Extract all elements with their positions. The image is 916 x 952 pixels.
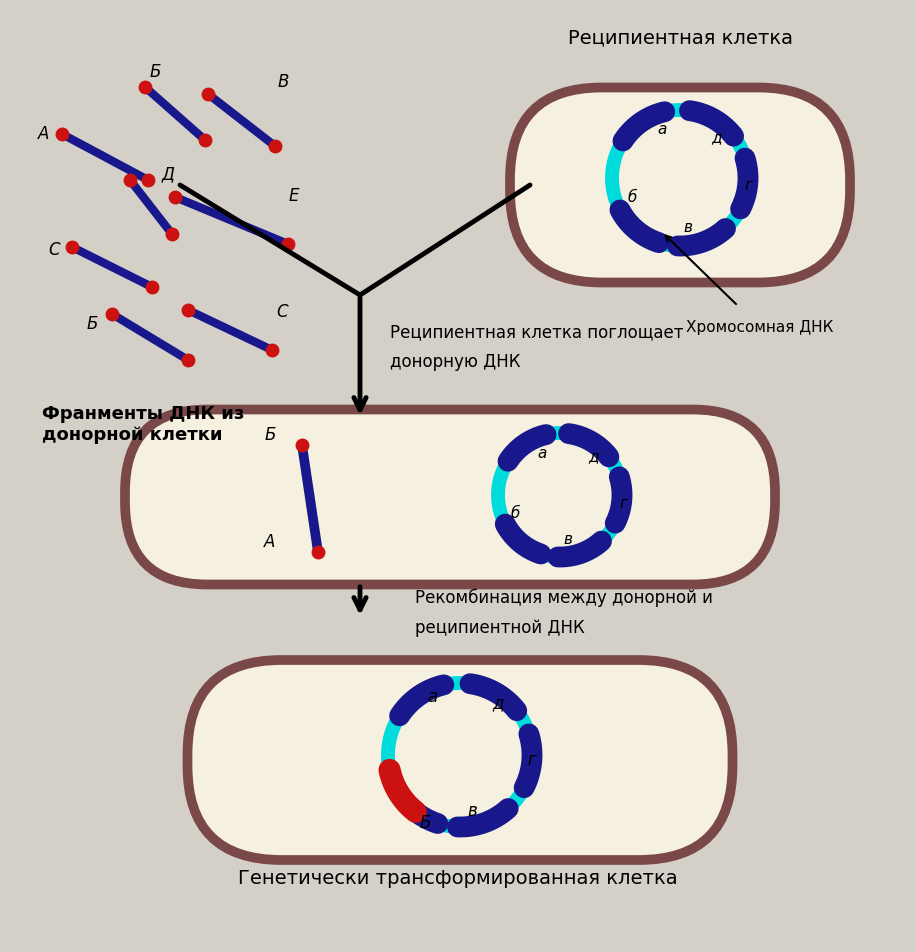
FancyBboxPatch shape: [510, 88, 850, 283]
Text: а: а: [538, 446, 547, 461]
Text: д: д: [588, 449, 598, 465]
Text: д: д: [492, 694, 504, 712]
Text: реципиентной ДНК: реципиентной ДНК: [415, 619, 584, 637]
Text: Б: Б: [149, 63, 160, 81]
Text: Б: Б: [265, 426, 276, 444]
Text: Хромосомная ДНК: Хромосомная ДНК: [686, 320, 834, 335]
Text: А: А: [38, 125, 49, 143]
Text: в: в: [467, 802, 477, 820]
Text: Б: Б: [86, 315, 98, 333]
Text: а: а: [658, 123, 667, 137]
Text: С: С: [277, 303, 288, 321]
Text: Рекомбинация между донорной и: Рекомбинация между донорной и: [415, 589, 713, 607]
Text: донорную ДНК: донорную ДНК: [390, 353, 520, 371]
Text: Реципиентная клетка: Реципиентная клетка: [568, 28, 792, 47]
Text: Е: Е: [289, 187, 300, 205]
Text: С: С: [49, 241, 60, 259]
Text: А: А: [265, 533, 276, 551]
Text: Генетически трансформированная клетка: Генетически трансформированная клетка: [238, 868, 678, 887]
Text: В: В: [278, 73, 289, 91]
Text: д: д: [711, 130, 721, 146]
Text: Франменты ДНК из
донорной клетки: Франменты ДНК из донорной клетки: [42, 405, 245, 444]
Text: Д: Д: [161, 165, 175, 183]
Text: г: г: [528, 751, 537, 769]
Text: г: г: [619, 495, 627, 510]
Text: г: г: [744, 179, 752, 193]
Text: б: б: [510, 506, 519, 521]
Text: в: в: [563, 532, 572, 547]
Text: а: а: [427, 688, 437, 706]
Text: б: б: [627, 190, 637, 206]
Text: Реципиентная клетка поглощает: Реципиентная клетка поглощает: [390, 323, 683, 341]
Text: Б: Б: [420, 814, 431, 832]
Text: в: в: [683, 221, 692, 235]
FancyBboxPatch shape: [188, 660, 733, 860]
FancyBboxPatch shape: [125, 409, 775, 585]
